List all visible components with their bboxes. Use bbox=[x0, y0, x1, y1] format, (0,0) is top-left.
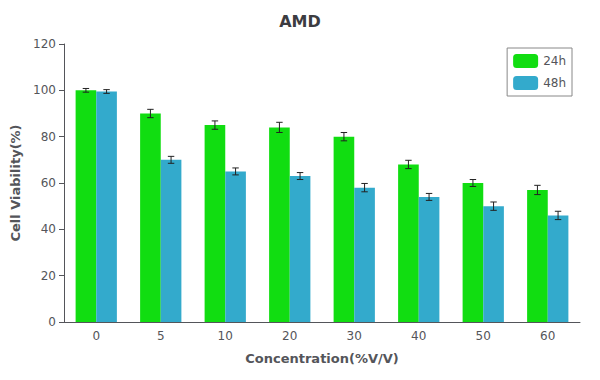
svg-text:20: 20 bbox=[282, 329, 297, 343]
svg-text:20: 20 bbox=[41, 269, 56, 283]
svg-text:5: 5 bbox=[157, 329, 165, 343]
svg-text:30: 30 bbox=[347, 329, 362, 343]
svg-text:10: 10 bbox=[218, 329, 233, 343]
svg-text:40: 40 bbox=[411, 329, 426, 343]
svg-text:Cell Viability(%): Cell Viability(%) bbox=[8, 124, 23, 241]
svg-text:0: 0 bbox=[48, 315, 56, 329]
svg-text:Concentration(%V/V): Concentration(%V/V) bbox=[245, 351, 399, 366]
svg-text:48h: 48h bbox=[543, 76, 566, 90]
svg-text:50: 50 bbox=[476, 329, 491, 343]
svg-text:120: 120 bbox=[33, 37, 56, 51]
svg-text:24h: 24h bbox=[543, 54, 566, 68]
svg-text:0: 0 bbox=[92, 329, 100, 343]
svg-text:60: 60 bbox=[41, 176, 56, 190]
svg-text:40: 40 bbox=[41, 222, 56, 236]
svg-text:100: 100 bbox=[33, 83, 56, 97]
svg-text:80: 80 bbox=[41, 130, 56, 144]
svg-text:AMD: AMD bbox=[279, 12, 321, 31]
svg-text:60: 60 bbox=[540, 329, 555, 343]
